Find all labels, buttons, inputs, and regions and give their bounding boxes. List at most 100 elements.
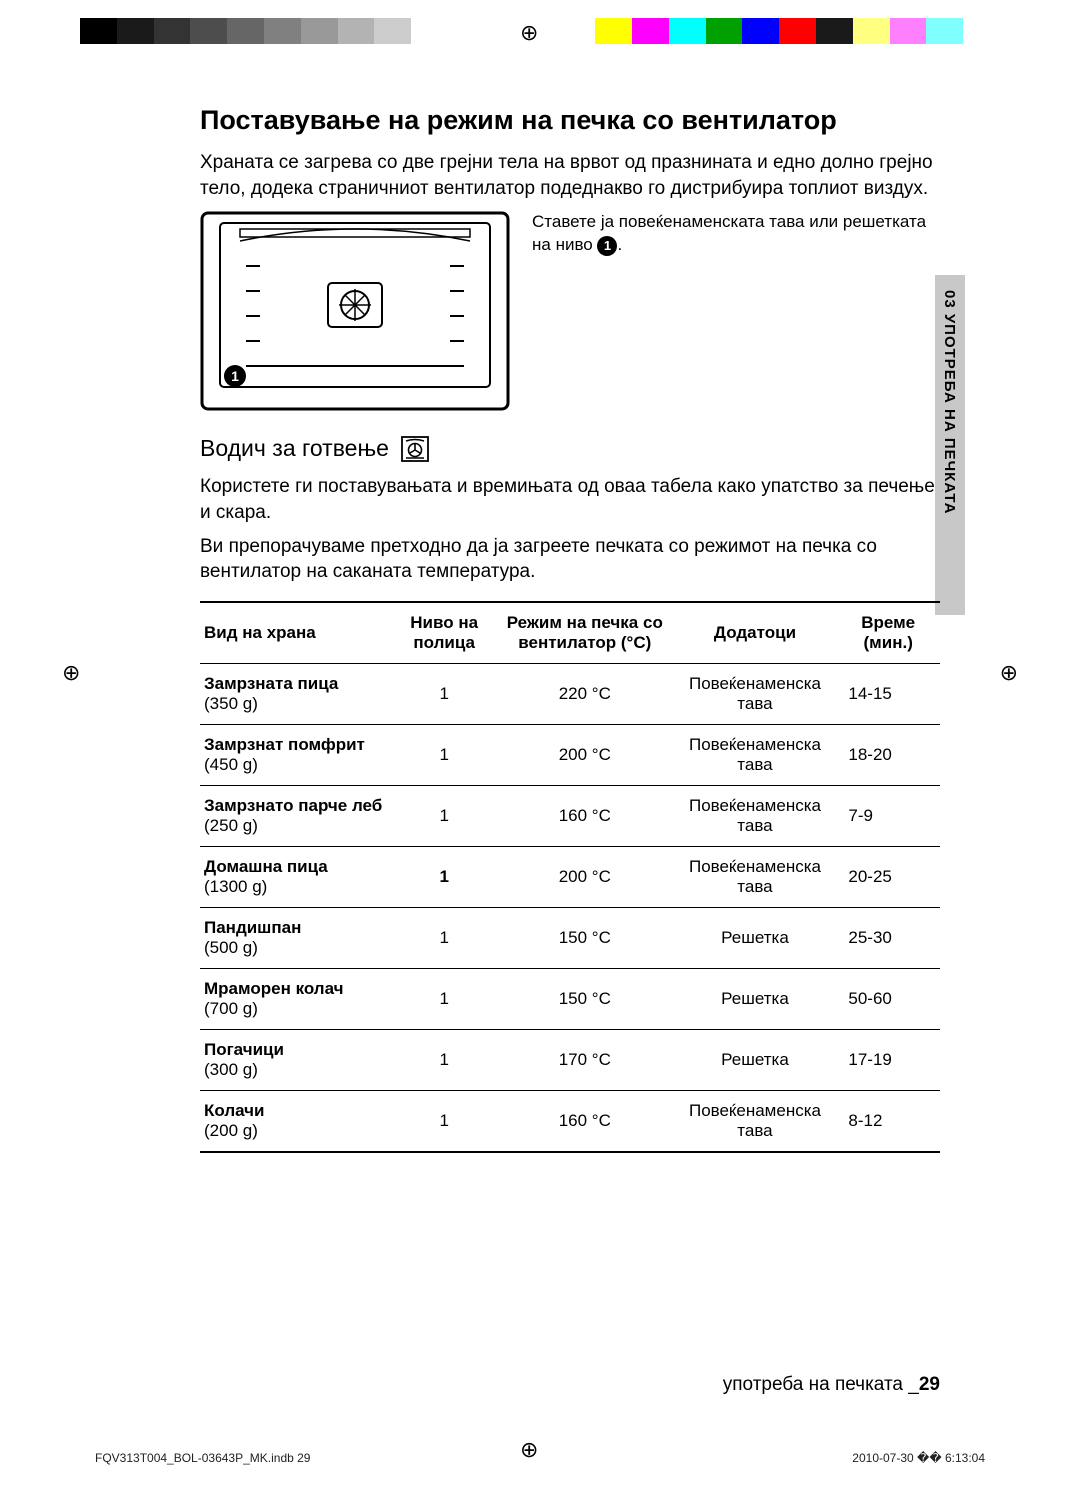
food-name: Погачици (204, 1040, 386, 1060)
footer-page-number: 29 (919, 1374, 940, 1395)
time-cell: 14-15 (836, 663, 940, 724)
table-row: Домашна пица(1300 g)1200 °CПовеќенаменск… (200, 846, 940, 907)
food-name: Колачи (204, 1101, 386, 1121)
food-weight: (500 g) (204, 938, 258, 957)
table-header-cell: Вид на храна (200, 602, 392, 664)
print-info-bar: FQV313T004_BOL-03643P_MK.indb 29 2010-07… (95, 1451, 985, 1465)
oven-caption-prefix: Ставете ја повеќенаменската тава или реш… (532, 212, 926, 254)
temperature-cell: 150 °C (496, 968, 674, 1029)
colorbar-swatch (301, 18, 338, 44)
colorbar-swatch (411, 18, 448, 44)
food-cell: Замрзната пица(350 g) (200, 663, 392, 724)
accessory-cell: Решетка (674, 968, 837, 1029)
table-row: Замрзнато парче леб(250 g)1160 °CПовеќен… (200, 785, 940, 846)
registration-mark-left: ⊕ (62, 660, 80, 686)
colorbar-swatch (669, 18, 706, 44)
accessory-cell: Решетка (674, 907, 837, 968)
food-cell: Домашна пица(1300 g) (200, 846, 392, 907)
colorbar-swatch (632, 18, 669, 44)
food-cell: Мраморен колач(700 g) (200, 968, 392, 1029)
colorbar-swatch (963, 18, 1000, 44)
time-cell: 8-12 (836, 1090, 940, 1152)
shelf-level-cell: 1 (392, 785, 496, 846)
food-weight: (300 g) (204, 1060, 258, 1079)
level-badge-icon: 1 (597, 236, 617, 256)
temperature-cell: 160 °C (496, 785, 674, 846)
shelf-level-cell: 1 (392, 846, 496, 907)
oven-row: 1 Ставете ја повеќенаменската тава или р… (200, 211, 940, 411)
food-weight: (1300 g) (204, 877, 267, 896)
colorbar-swatch (816, 18, 853, 44)
table-header-row: Вид на хранаНиво на полицаРежим на печка… (200, 602, 940, 664)
page-content: Поставување на режим на печка со вентила… (200, 105, 940, 1153)
food-cell: Замрзнато парче леб(250 g) (200, 785, 392, 846)
accessory-cell: Повеќенаменска тава (674, 785, 837, 846)
accessory-cell: Повеќенаменска тава (674, 663, 837, 724)
temperature-cell: 200 °C (496, 846, 674, 907)
colorbar-swatch (485, 18, 522, 44)
footer-text: употреба на печката _ (723, 1374, 919, 1395)
print-timestamp: 2010-07-30 �� 6:13:04 (852, 1451, 985, 1465)
colorbar-swatch (779, 18, 816, 44)
food-name: Замрзната пица (204, 674, 386, 694)
colorbar-swatch (558, 18, 595, 44)
table-header-cell: Време (мин.) (836, 602, 940, 664)
colorbar-swatch (190, 18, 227, 44)
fan-oven-mode-icon (401, 436, 429, 462)
page-footer: употреба на печката _29 (200, 1374, 940, 1396)
section-title: Поставување на режим на печка со вентила… (200, 105, 940, 136)
time-cell: 25-30 (836, 907, 940, 968)
accessory-cell: Повеќенаменска тава (674, 724, 837, 785)
food-cell: Погачици(300 g) (200, 1029, 392, 1090)
colorbar-swatch (374, 18, 411, 44)
food-weight: (450 g) (204, 755, 258, 774)
colorbar-swatch (890, 18, 927, 44)
shelf-level-cell: 1 (392, 724, 496, 785)
side-tab-label: 03 УПОТРЕБА НА ПЕЧКАТА (941, 290, 958, 514)
food-name: Замрзнато парче леб (204, 796, 386, 816)
table-header-cell: Ниво на полица (392, 602, 496, 664)
intro-paragraph: Храната се загрева со две грејни тела на… (200, 150, 940, 201)
oven-caption-suffix: . (617, 235, 622, 254)
colorbar-swatch (80, 18, 117, 44)
registration-mark-top: ⊕ (520, 20, 538, 46)
colorbar-swatch (853, 18, 890, 44)
print-colorbar (80, 18, 1000, 44)
time-cell: 20-25 (836, 846, 940, 907)
colorbar-swatch (154, 18, 191, 44)
table-header-cell: Режим на печка со вентилатор (°C) (496, 602, 674, 664)
registration-mark-right: ⊕ (1000, 660, 1018, 686)
print-filename: FQV313T004_BOL-03643P_MK.indb 29 (95, 1451, 310, 1465)
svg-text:1: 1 (231, 368, 239, 384)
temperature-cell: 170 °C (496, 1029, 674, 1090)
colorbar-swatch (117, 18, 154, 44)
cooking-table: Вид на хранаНиво на полицаРежим на печка… (200, 601, 940, 1153)
table-row: Мраморен колач(700 g)1150 °CРешетка50-60 (200, 968, 940, 1029)
food-name: Домашна пица (204, 857, 386, 877)
guide-paragraph-2: Ви препорачуваме претходно да ја загреет… (200, 534, 940, 585)
oven-caption: Ставете ја повеќенаменската тава или реш… (532, 211, 940, 411)
guide-title-text: Водич за готвење (200, 435, 389, 462)
accessory-cell: Повеќенаменска тава (674, 846, 837, 907)
accessory-cell: Повеќенаменска тава (674, 1090, 837, 1152)
food-weight: (250 g) (204, 816, 258, 835)
table-row: Колачи(200 g)1160 °CПовеќенаменска тава8… (200, 1090, 940, 1152)
food-name: Пандишпан (204, 918, 386, 938)
guide-title: Водич за готвење (200, 435, 940, 462)
temperature-cell: 220 °C (496, 663, 674, 724)
colorbar-swatch (227, 18, 264, 44)
time-cell: 17-19 (836, 1029, 940, 1090)
temperature-cell: 200 °C (496, 724, 674, 785)
table-row: Замрзната пица(350 g)1220 °CПовеќенаменс… (200, 663, 940, 724)
table-header-cell: Додатоци (674, 602, 837, 664)
colorbar-swatch (264, 18, 301, 44)
shelf-level-cell: 1 (392, 968, 496, 1029)
food-name: Замрзнат помфрит (204, 735, 386, 755)
food-weight: (200 g) (204, 1121, 258, 1140)
time-cell: 7-9 (836, 785, 940, 846)
shelf-level-cell: 1 (392, 907, 496, 968)
accessory-cell: Решетка (674, 1029, 837, 1090)
colorbar-swatch (595, 18, 632, 44)
colorbar-swatch (706, 18, 743, 44)
food-cell: Колачи(200 g) (200, 1090, 392, 1152)
